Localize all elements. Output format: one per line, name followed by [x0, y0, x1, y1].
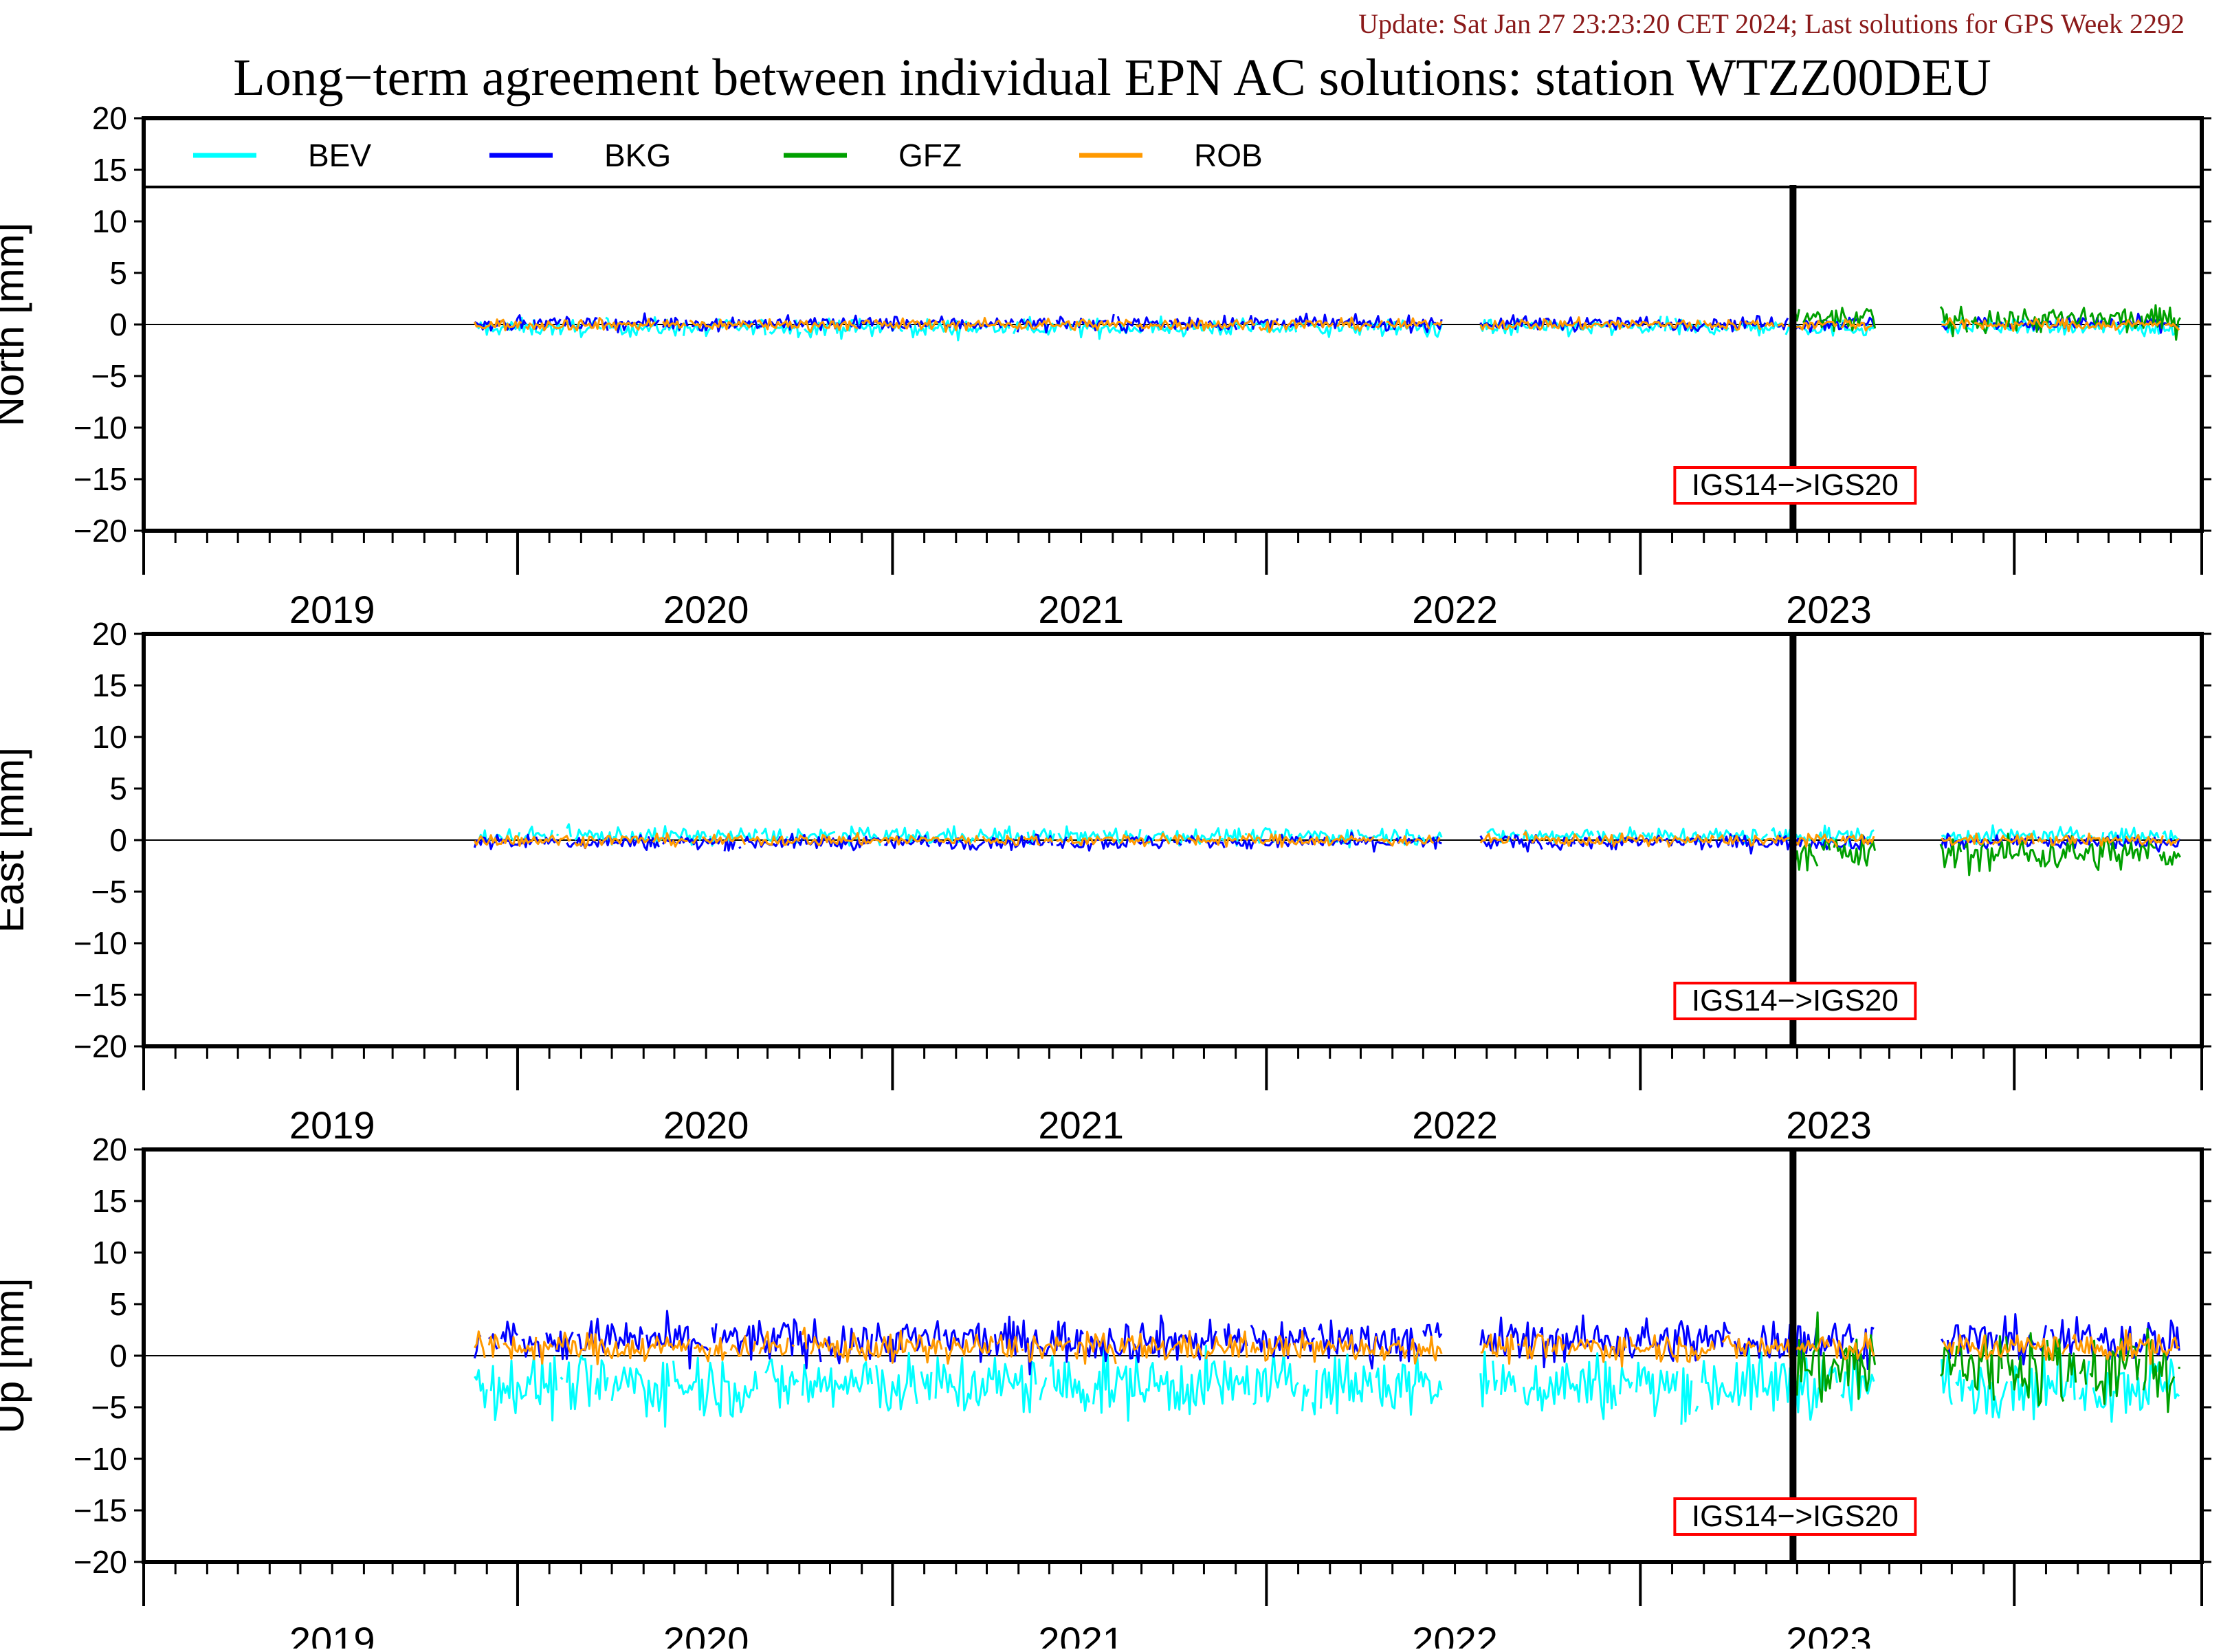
x-tick-label: 2020 [663, 1103, 749, 1147]
y-tick-label: 20 [92, 1132, 127, 1167]
legend-label-bev: BEV [308, 137, 371, 173]
y-axis-label: Up [mm] [0, 1278, 32, 1434]
y-tick-label: −20 [74, 1544, 127, 1580]
frame-change-box [1673, 982, 1917, 1020]
frame-change-label: IGS14−>IGS20 [1692, 1499, 1899, 1533]
y-tick-label: −5 [91, 1389, 127, 1425]
legend-label-gfz: GFZ [898, 137, 962, 173]
x-tick-label: 2021 [1038, 588, 1124, 631]
y-axis-label: East [mm] [0, 747, 32, 933]
y-tick-label: 20 [92, 100, 127, 136]
legend-label-rob: ROB [1194, 137, 1263, 173]
y-tick-label: −10 [74, 410, 127, 445]
x-tick-label: 2023 [1786, 1619, 1872, 1649]
y-tick-label: −10 [74, 925, 127, 961]
y-tick-label: 5 [109, 255, 127, 291]
x-tick-label: 2022 [1412, 1619, 1498, 1649]
update-text: Update: Sat Jan 27 23:23:20 CET 2024; La… [1358, 8, 2185, 39]
panel-frame [142, 116, 2204, 533]
frame-change-box [1673, 466, 1917, 505]
x-tick-label: 2021 [1038, 1619, 1124, 1649]
series-line-bkg [473, 1310, 2180, 1376]
series-group [473, 823, 2181, 877]
x-tick-label: 2022 [1412, 588, 1498, 631]
y-tick-label: 0 [109, 307, 127, 342]
panel-up: 20 15 10 5 0 −5 −10 −15 −20 Up [mm] IGS14−>IGS20 20… [0, 1132, 2211, 1652]
y-tick-label: 15 [92, 1183, 127, 1219]
y-tick-label: −10 [74, 1441, 127, 1477]
series-line-bev [474, 1344, 2180, 1428]
y-tick-label: 10 [92, 719, 127, 755]
panel-north: 20 15 10 5 0 −5 −10 −15 −20 North [mm] IGS14−>IGS2… [0, 100, 2211, 631]
y-tick-label: −20 [74, 1028, 127, 1064]
y-axis-label: North [mm] [0, 223, 32, 427]
panel-east: 20 15 10 5 0 −5 −10 −15 −20 East [mm] IGS14−>IGS20… [0, 616, 2211, 1147]
y-tick-label: −15 [74, 461, 127, 497]
x-tick-label: 2023 [1786, 588, 1872, 631]
frame-change-box [1673, 1497, 1917, 1536]
y-tick-label: 0 [109, 822, 127, 858]
chart-title: Long−term agreement between individual E… [233, 49, 1991, 107]
x-tick-label: 2020 [663, 588, 749, 631]
y-tick-label: 20 [92, 616, 127, 652]
x-tick-label: 2021 [1038, 1103, 1124, 1147]
y-tick-label: −20 [74, 513, 127, 549]
series-line-rob [474, 831, 2180, 849]
panel-frame [142, 1147, 2204, 1564]
y-tick-label: 5 [109, 1286, 127, 1322]
panel-frame [142, 632, 2204, 1048]
legend-bg [146, 120, 2200, 185]
frame-change-label: IGS14−>IGS20 [1692, 984, 1899, 1017]
y-tick-label: 10 [92, 1235, 127, 1270]
y-tick-label: 0 [109, 1338, 127, 1374]
y-tick-label: −15 [74, 1493, 127, 1528]
x-tick-label: 2022 [1412, 1103, 1498, 1147]
x-tick-label: 2019 [289, 588, 375, 631]
series-line-rob [474, 316, 2180, 333]
series-group [474, 304, 2181, 342]
y-tick-label: 5 [109, 771, 127, 806]
y-tick-label: 10 [92, 203, 127, 239]
frame-change-label: IGS14−>IGS20 [1692, 468, 1899, 502]
legend: BEV BKG GFZ ROB [144, 120, 2202, 188]
series-line-gfz [1791, 1311, 2180, 1413]
panels: 20 15 10 5 0 −5 −10 −15 −20 North [mm] IGS14−>IGS2… [0, 100, 2211, 1652]
legend-label-bkg: BKG [604, 137, 671, 173]
x-tick-label: 2019 [289, 1619, 375, 1649]
x-tick-label: 2023 [1786, 1103, 1872, 1147]
y-tick-label: −5 [91, 358, 127, 394]
y-tick-label: 15 [92, 668, 127, 703]
y-tick-label: 15 [92, 152, 127, 188]
y-tick-label: −15 [74, 977, 127, 1013]
x-tick-label: 2020 [663, 1619, 749, 1649]
series-group [473, 1310, 2180, 1428]
series-line-rob [474, 1326, 2180, 1368]
x-tick-label: 2019 [289, 1103, 375, 1147]
y-tick-label: −5 [91, 874, 127, 910]
